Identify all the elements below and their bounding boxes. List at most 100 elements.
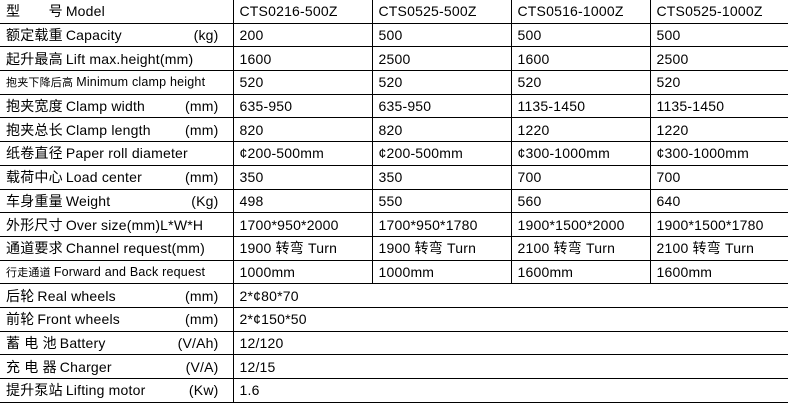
value-cell: 2*¢150*50 (232, 306, 788, 332)
value-cell: 2500 (649, 46, 788, 72)
value-cell: 520 (232, 70, 373, 95)
row-label: 行走通道 Forward and Back request (0, 259, 234, 285)
label-en: Paper roll diameter (65, 145, 188, 162)
table-row: 行走通道 Forward and Back request 1000mm 1000mm… (0, 259, 788, 285)
table-row: 抱夹宽度 Clamp width (mm) 635-950 635-950 1135-14… (0, 93, 788, 119)
label-unit: (Kw) (188, 382, 219, 399)
value-cell: 1900*1500*1780 (649, 212, 788, 237)
value-cell: 1900 转弯 Turn (232, 235, 373, 261)
label-en: Weight (65, 192, 111, 209)
label-cn: 抱夹下降后高 (6, 77, 74, 90)
label-en: Battery (59, 334, 106, 351)
row-label: 充 电 器 Charger (V/A) (0, 354, 234, 379)
value-cell: 1.6 (232, 378, 788, 403)
row-label: 抱夹下降后高 Minimum clamp height (0, 70, 234, 95)
label-en: Model (65, 3, 105, 20)
table-row: 车身重量 Weight (Kg) 498 550 560 640 (0, 188, 788, 214)
value-cell: ¢300-1000mm (649, 141, 788, 166)
value-cell: 700 (510, 164, 651, 190)
row-label: 通道要求 Channel request(mm) (0, 235, 234, 261)
label-en: Clamp length (65, 121, 151, 138)
value-cell: 560 (510, 188, 651, 214)
value-cell: 820 (371, 117, 512, 143)
model-header: CTS0525-500Z (371, 0, 512, 24)
label-cn: 通道要求 (6, 240, 63, 257)
label-cn: 载荷中心 (6, 169, 63, 186)
table-row: 提升泵站 Lifting motor (Kw) 1.6 (0, 378, 788, 403)
value-cell: 1600 (232, 46, 373, 72)
label-cn: 抱夹总长 (6, 121, 63, 138)
row-label: 纸卷直径 Paper roll diameter (0, 141, 234, 166)
value-cell: 500 (649, 22, 788, 48)
label-unit: (V/A) (185, 358, 219, 375)
row-label: 车身重量 Weight (Kg) (0, 188, 234, 214)
label-cn: 后轮 (6, 287, 35, 304)
label-cn: 纸卷直径 (6, 145, 63, 162)
label-en: Clamp width (65, 98, 146, 115)
label-unit: (mm) (185, 169, 219, 186)
label-unit: (kg) (193, 27, 219, 44)
label-cn: 车身重量 (6, 192, 63, 209)
value-cell: 635-950 (232, 93, 373, 119)
value-cell: 520 (649, 70, 788, 95)
label-unit: (mm) (185, 98, 219, 115)
table-row: 抱夹总长 Clamp length (mm) 820 820 1220 1220 (0, 117, 788, 143)
value-cell: 500 (510, 22, 651, 48)
row-label: 蓄 电 池 Battery (V/Ah) (0, 330, 234, 356)
value-cell: 640 (649, 188, 788, 214)
label-unit: (mm) (185, 287, 219, 304)
value-cell: 1900 转弯 Turn (371, 235, 512, 261)
value-cell: 12/15 (232, 354, 788, 379)
label-en: Charger (59, 358, 112, 375)
label-cn: 起升最高 (6, 50, 63, 67)
table-row: 后轮 Real wheels (mm) 2*¢80*70 (0, 283, 788, 308)
value-cell: 1000mm (371, 259, 512, 285)
value-cell: 1600mm (510, 259, 651, 285)
table-row: 外形尺寸 Over size(mm)L*W*H 1700*950*2000 1700*… (0, 212, 788, 237)
label-en: Load center (65, 169, 142, 186)
value-cell: 700 (649, 164, 788, 190)
label-cn: 行走通道 (6, 266, 51, 279)
value-cell: 200 (232, 22, 373, 48)
label-cn: 型 号 (6, 3, 63, 20)
value-cell: 498 (232, 188, 373, 214)
label-unit: (mm) (185, 311, 219, 328)
row-label: 额定载重 Capacity (kg) (0, 22, 234, 48)
label-cn: 充 电 器 (6, 358, 57, 375)
table-row: 载荷中心 Load center (mm) 350 350 700 700 (0, 164, 788, 190)
label-cn: 抱夹宽度 (6, 98, 63, 115)
table-row: 充 电 器 Charger (V/A) 12/15 (0, 354, 788, 379)
row-label: 外形尺寸 Over size(mm)L*W*H (0, 212, 234, 237)
table-row: 纸卷直径 Paper roll diameter ¢200-500mm ¢200-50… (0, 141, 788, 166)
label-en: Channel request(mm) (65, 240, 205, 257)
table-row: 起升最高 Lift max.height(mm) 1600 2500 1600 2500 (0, 46, 788, 72)
model-header: CTS0516-1000Z (510, 0, 651, 24)
label-cn: 提升泵站 (6, 382, 63, 399)
value-cell: ¢200-500mm (232, 141, 373, 166)
label-en: Lift max.height(mm) (65, 50, 194, 67)
row-label: 型 号 Model (0, 0, 234, 24)
value-cell: 820 (232, 117, 373, 143)
value-cell: 2*¢80*70 (232, 283, 788, 308)
value-cell: 500 (371, 22, 512, 48)
row-label: 载荷中心 Load center (mm) (0, 164, 234, 190)
label-en: Capacity (65, 27, 122, 44)
value-cell: ¢200-500mm (371, 141, 512, 166)
table-row: 额定载重 Capacity (kg) 200 500 500 500 (0, 22, 788, 48)
label-unit: (V/Ah) (177, 334, 219, 351)
label-en: Lifting motor (65, 382, 146, 399)
value-cell: 1700*950*2000 (232, 212, 373, 237)
value-cell: 2100 转弯 Turn (510, 235, 651, 261)
label-cn: 额定载重 (6, 27, 63, 44)
value-cell: 1700*950*1780 (371, 212, 512, 237)
value-cell: 1135-1450 (510, 93, 651, 119)
value-cell: 550 (371, 188, 512, 214)
value-cell: 1000mm (232, 259, 373, 285)
row-label: 后轮 Real wheels (mm) (0, 283, 234, 308)
value-cell: ¢300-1000mm (510, 141, 651, 166)
value-cell: 12/120 (232, 330, 788, 356)
label-cn: 前轮 (6, 311, 35, 328)
value-cell: 350 (371, 164, 512, 190)
row-label: 抱夹宽度 Clamp width (mm) (0, 93, 234, 119)
